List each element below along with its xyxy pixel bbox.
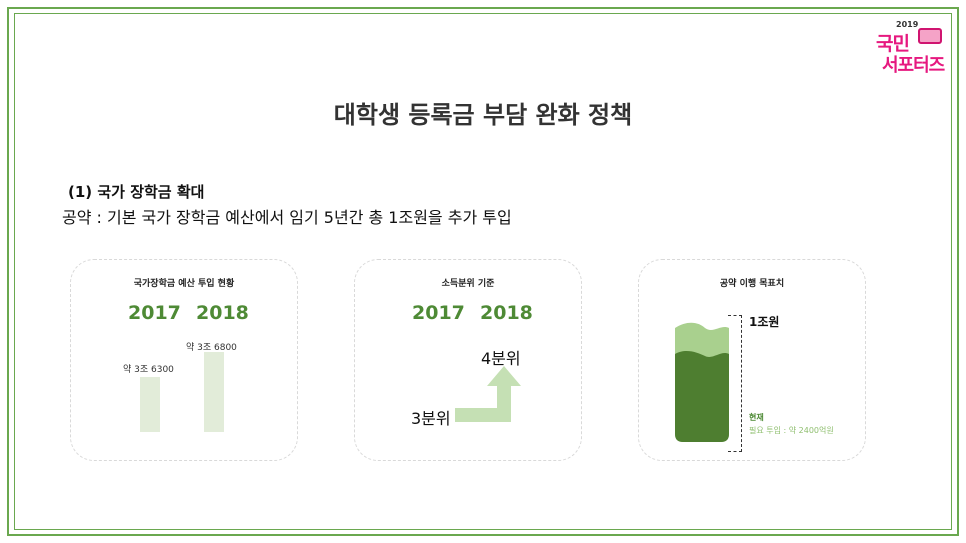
slide-frame-inner <box>14 13 952 530</box>
budget-bar-2018-label: 약 3조 6800 <box>186 343 237 353</box>
logo-line1: 국민 <box>876 33 910 55</box>
budget-bar-2018 <box>204 352 224 432</box>
goal-card: 공약 이행 목표치 1조원 현재 필요 투입 : 약 2400억원 <box>638 259 866 461</box>
income-from-label: 3분위 <box>411 409 451 428</box>
goal-cylinder <box>675 322 729 442</box>
budget-card-title: 국가장학금 예산 투입 현황 <box>133 279 235 289</box>
budget-card: 국가장학금 예산 투입 현황 2017 2018 약 3조 6300 약 3조 … <box>70 259 298 461</box>
section-heading: (1) 국가 장학금 확대 <box>68 183 205 201</box>
goal-card-title: 공약 이행 목표치 <box>719 279 785 289</box>
income-to-label: 4분위 <box>481 349 521 368</box>
goal-bracket <box>728 315 742 452</box>
goal-target-label: 1조원 <box>749 315 780 329</box>
supporters-logo: 2019 국민 서포터즈 <box>872 20 948 76</box>
pledge-text: 공약 : 기본 국가 장학금 예산에서 임기 5년간 총 1조원을 추가 투입 <box>62 208 512 227</box>
budget-year-2017: 2017 <box>128 302 181 324</box>
income-year-2017: 2017 <box>412 302 465 324</box>
income-card: 소득분위 기준 2017 2018 4분위 3분위 <box>354 259 582 461</box>
goal-current-label: 현재 <box>749 413 764 422</box>
budget-year-2018: 2018 <box>196 302 249 324</box>
goal-current-value: 필요 투입 : 약 2400억원 <box>749 426 834 435</box>
budget-bar-2017 <box>140 377 160 432</box>
tv-icon <box>918 28 942 44</box>
income-year-2018: 2018 <box>480 302 533 324</box>
income-card-title: 소득분위 기준 <box>441 279 495 289</box>
arrow-up-icon <box>455 366 521 422</box>
logo-line2: 서포터즈 <box>882 55 945 76</box>
budget-bar-2017-label: 약 3조 6300 <box>123 365 174 375</box>
logo-year: 2019 <box>896 20 919 29</box>
slide-title: 대학생 등록금 부담 완화 정책 <box>333 101 633 129</box>
slide-frame-outer <box>7 7 959 536</box>
